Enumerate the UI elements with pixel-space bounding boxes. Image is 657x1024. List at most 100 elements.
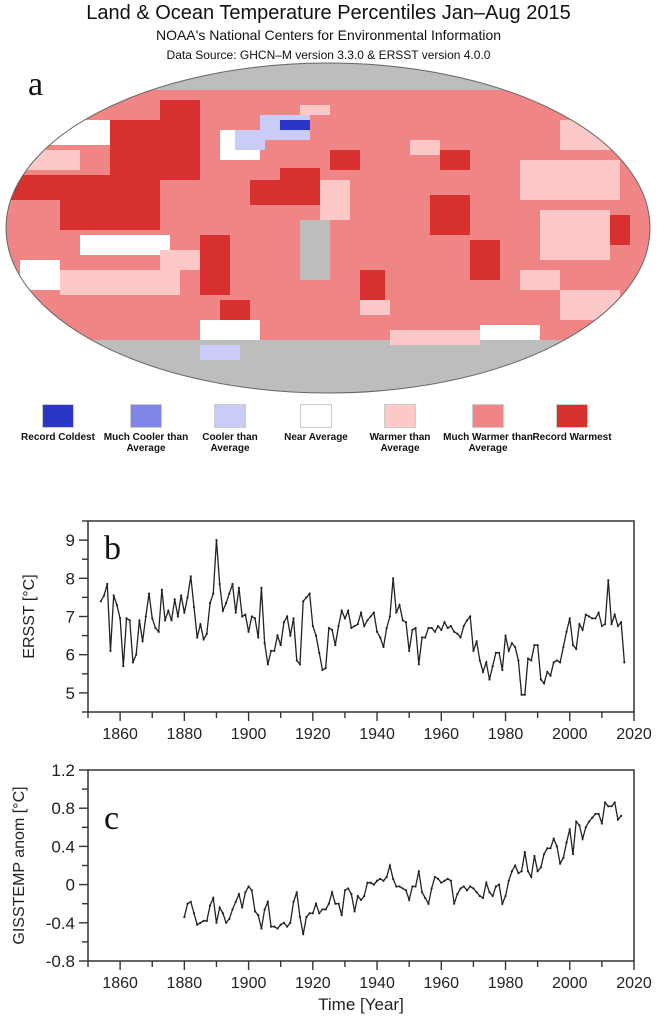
data-point [359,611,363,614]
map-cell [410,140,440,155]
data-point [263,642,266,645]
data-point [443,879,446,882]
legend-swatch [300,404,332,428]
data-point [237,893,241,896]
data-point [356,894,359,898]
y-axis-label: ERSST [°C] [21,574,38,658]
data-point [273,649,276,652]
map-cell [610,215,630,245]
x-tick-label: 2000 [552,726,588,743]
data-point [330,891,334,894]
data-point [433,875,436,879]
data-point [369,881,372,884]
map-cell [60,270,180,295]
data-point [186,596,189,599]
data-point [276,634,279,637]
data-point [456,632,459,635]
data-point [401,887,404,890]
map-cell [560,290,620,320]
map-title: Land & Ocean Temperature Percentiles Jan… [86,2,571,24]
data-point [498,883,501,886]
data-point [462,624,465,628]
data-point [305,596,308,599]
data-point [144,615,147,618]
data-point [449,624,453,628]
data-point [343,889,347,892]
map-cell [250,180,330,205]
data-point [321,908,324,911]
data-point [433,630,436,633]
data-point [491,894,494,898]
map-cell [200,235,230,295]
data-point [485,661,488,664]
map-cell [60,200,160,230]
map-cell [280,168,320,180]
data-point [436,877,440,880]
data-point [520,693,523,696]
x-tick-label: 1880 [167,975,203,992]
world-temperature-percentile-map [5,62,651,394]
map-cell [330,150,360,170]
data-point [363,624,366,628]
data-point [183,915,186,919]
y-tick-label: -0.8 [46,952,75,971]
data-point [481,896,485,900]
map-cell [360,300,390,315]
data-point [414,885,417,888]
data-point [526,657,530,660]
data-point [530,875,533,879]
y-tick-label: 5 [66,684,75,703]
data-point [568,828,571,831]
data-point [459,636,462,639]
data-point [147,592,151,595]
data-point [337,624,340,628]
data-point [603,623,607,626]
data-point [112,594,115,597]
data-point [289,634,292,637]
data-point [404,889,408,892]
data-point [318,651,321,654]
data-point [334,644,337,647]
data-point [298,663,302,666]
x-tick-label: 1900 [231,726,267,743]
data-point [295,891,298,894]
data-point [559,661,562,664]
legend-label: Warmer than Average [369,432,431,454]
data-point [616,818,620,821]
x-tick-label: 1960 [423,726,459,743]
data-point [456,893,459,896]
data-point [488,678,491,681]
data-point [485,881,488,884]
data-point [212,592,215,595]
legend-label: Much Warmer than Average [443,432,533,454]
data-point [520,870,523,873]
map-cell [520,270,560,290]
data-point [469,615,472,618]
map-cell [280,120,310,130]
data-point [228,592,231,595]
data-point [507,649,510,652]
data-point [501,668,504,672]
y-tick-label: 6 [66,646,75,665]
data-point [340,609,343,612]
map-cell [300,220,330,280]
map-cells [6,63,650,393]
data-point [600,822,603,825]
data-point [295,659,298,662]
data-point [610,805,613,808]
data-point [600,624,603,628]
data-point [218,582,221,586]
legend-label: Record Warmest [532,432,612,443]
data-point [119,617,122,620]
data-point [253,617,257,620]
data-point [494,651,497,654]
data-point [501,902,504,905]
panel-label-c: c [104,800,120,837]
data-point [536,644,539,647]
data-point [292,900,295,903]
data-point [205,632,208,635]
data-point [327,902,330,905]
map-legend: Record Coldest Much Cooler than Average Co… [0,404,657,474]
data-point [225,602,228,605]
data-point [260,927,263,930]
